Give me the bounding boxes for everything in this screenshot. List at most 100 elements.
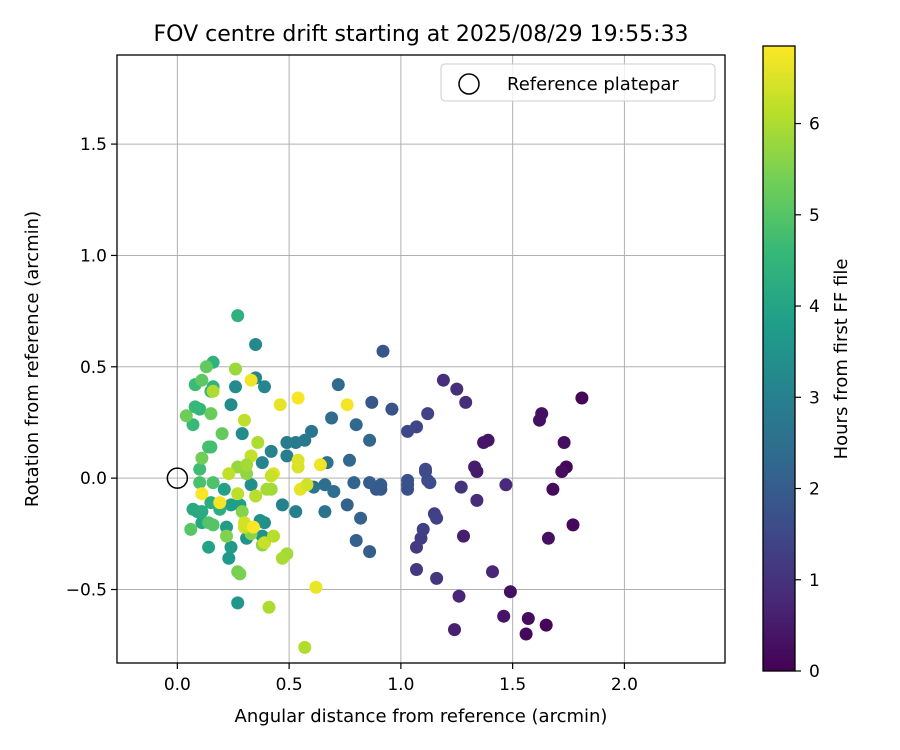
data-point (193, 476, 207, 490)
data-point (289, 436, 303, 449)
data-point (503, 585, 517, 599)
data-point (206, 518, 220, 532)
data-point (260, 482, 274, 496)
grid (117, 55, 725, 663)
data-point (416, 522, 430, 536)
plot-frame (116, 54, 726, 664)
data-point (448, 623, 461, 637)
data-point (233, 567, 247, 581)
colorbar-tick-label: 6 (809, 115, 820, 135)
data-point (186, 418, 200, 432)
colorbar-tick-label: 5 (809, 206, 820, 226)
data-point (340, 498, 354, 512)
data-point (331, 378, 345, 392)
data-point (244, 373, 258, 387)
x-tick-label: 0.5 (276, 675, 303, 695)
data-point (457, 529, 470, 543)
data-point (240, 458, 254, 472)
data-point (546, 482, 560, 496)
data-point (557, 436, 571, 449)
data-point (222, 551, 236, 565)
data-point (497, 609, 511, 623)
data-point (237, 413, 251, 427)
colorbar-tick-label: 4 (809, 297, 820, 317)
data-point (222, 467, 236, 481)
data-point (195, 487, 209, 501)
data-point (430, 571, 444, 585)
data-point (206, 476, 220, 490)
points-layer (179, 309, 589, 654)
data-point (291, 391, 305, 405)
data-point (258, 536, 271, 550)
data-point (376, 344, 390, 358)
data-point (313, 458, 327, 472)
data-point (220, 520, 233, 534)
data-point (217, 482, 231, 496)
data-point (349, 534, 363, 547)
data-point (401, 482, 415, 496)
data-point (179, 409, 193, 423)
data-point (280, 436, 294, 449)
data-point (340, 398, 354, 412)
y-tick-label: 1.5 (80, 135, 107, 155)
y-tick-label: 0.5 (80, 358, 107, 378)
data-point (249, 338, 263, 351)
data-point (499, 478, 513, 492)
y-tick-label: −0.5 (66, 581, 107, 601)
y-tick-label: 1.0 (80, 246, 107, 266)
data-point (195, 451, 209, 465)
data-point (275, 498, 289, 512)
data-point (486, 565, 499, 579)
data-point (436, 373, 450, 387)
data-point (199, 360, 213, 374)
y-axis-label: Rotation from reference (arcmin) (22, 211, 43, 507)
data-point (246, 520, 260, 534)
colorbar: 0 1 2 3 4 5 6 Hours from first FF file (762, 45, 852, 682)
data-point (206, 384, 220, 398)
data-point (452, 589, 466, 603)
colorbar-tick-label: 2 (809, 480, 820, 500)
data-point (539, 618, 553, 632)
data-point (213, 496, 227, 510)
y-ticks: −0.5 0.0 0.5 1.0 1.5 (66, 135, 117, 601)
data-point (423, 476, 437, 490)
chart-title: FOV centre drift starting at 2025/08/29 … (154, 22, 689, 47)
data-point (291, 453, 305, 467)
data-point (318, 478, 332, 492)
data-point (421, 407, 435, 421)
data-point (410, 563, 423, 576)
data-point (195, 373, 209, 387)
data-point (343, 453, 356, 467)
data-point (262, 600, 276, 614)
data-point (300, 478, 314, 492)
data-point (235, 505, 249, 519)
data-point (280, 449, 294, 463)
data-point (533, 413, 546, 427)
colorbar-gradient (762, 45, 796, 672)
data-point (318, 505, 332, 519)
data-point (450, 382, 464, 396)
reference-marker (166, 467, 189, 489)
x-axis-label: Angular distance from reference (arcmin) (235, 706, 608, 727)
data-point (251, 436, 265, 449)
data-point (541, 531, 555, 545)
data-point (264, 469, 278, 483)
data-point (275, 551, 289, 565)
data-point (289, 505, 303, 519)
data-point (244, 478, 258, 492)
data-point (215, 427, 229, 441)
data-point (363, 545, 377, 559)
data-point (273, 398, 287, 412)
data-point (220, 529, 233, 543)
data-point (204, 496, 218, 510)
data-point (566, 518, 580, 532)
data-point (258, 380, 271, 394)
data-point (224, 398, 238, 412)
data-point (231, 309, 245, 323)
x-ticks: 0.0 0.5 1.0 1.5 2.0 (164, 663, 638, 695)
x-tick-label: 1.0 (387, 675, 414, 695)
data-point (401, 473, 415, 487)
colorbar-tick-label: 0 (809, 662, 820, 682)
data-point (305, 424, 318, 438)
